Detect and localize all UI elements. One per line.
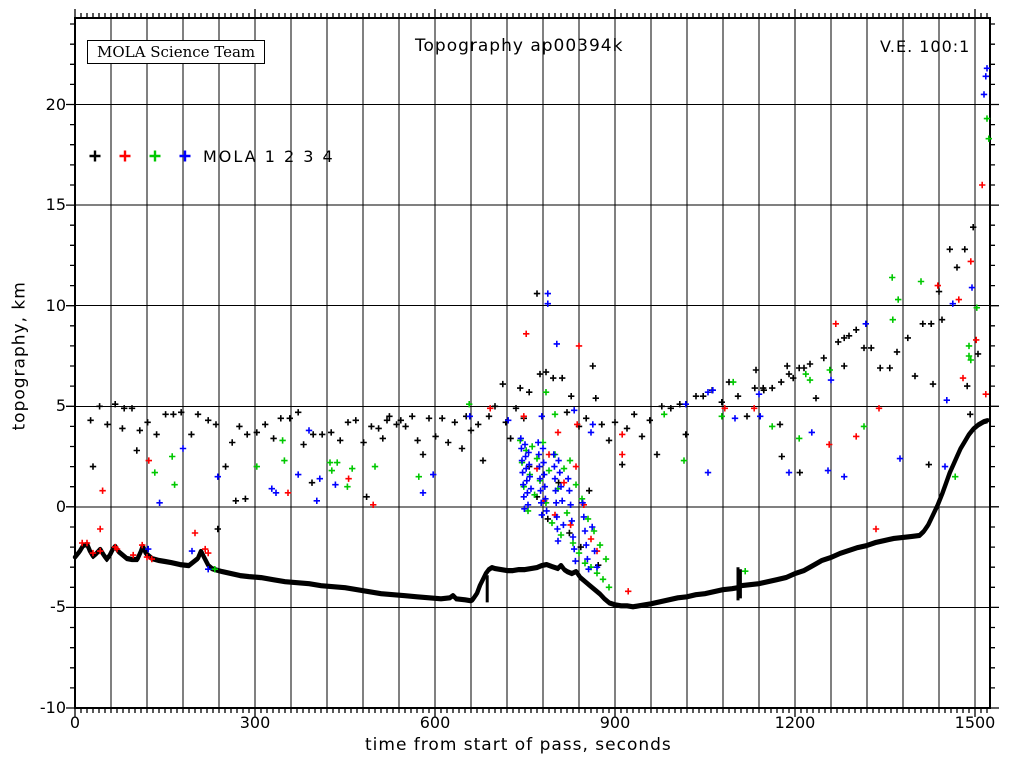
chart-title: Topography ap00394k [415,36,624,56]
plot-frame [74,17,991,709]
vertical-exaggeration-label: V.E. 100:1 [880,37,971,56]
y-tick-label: 0 [55,496,66,516]
scatter-series-4 [145,65,991,573]
x-tick-label: 1500 [954,713,996,732]
legend-marker-3 [149,150,161,162]
x-tick-label: 0 [69,713,81,732]
legend-marker-4 [179,150,191,162]
scatter-series-1 [87,224,982,569]
ground-track-profile-edge [74,421,988,610]
legend-label: MOLA 1 2 3 4 [203,147,335,166]
x-tick-label: 900 [599,713,631,732]
y-tick-label: 20 [45,94,66,114]
y-tick-label: 5 [55,396,66,416]
y-tick-label: -10 [39,698,66,717]
axis-ticks [66,9,999,717]
x-axis-title: time from start of pass, seconds [365,735,672,755]
grid-lines [75,18,990,708]
team-annotation-box: MOLA Science Team [87,40,266,64]
y-tick-label: 10 [45,295,66,315]
legend-marker-1 [89,150,101,162]
ground-track-profile [72,418,990,609]
x-tick-label: 600 [419,713,451,732]
scatter-series-2 [79,181,989,595]
legend-marker-2 [119,150,131,162]
y-tick-label: -5 [50,597,66,617]
y-tick-label: 15 [45,195,66,215]
x-tick-label: 1200 [774,713,816,732]
ground-track-spikes [485,567,742,603]
x-tick-label: 300 [239,713,271,732]
